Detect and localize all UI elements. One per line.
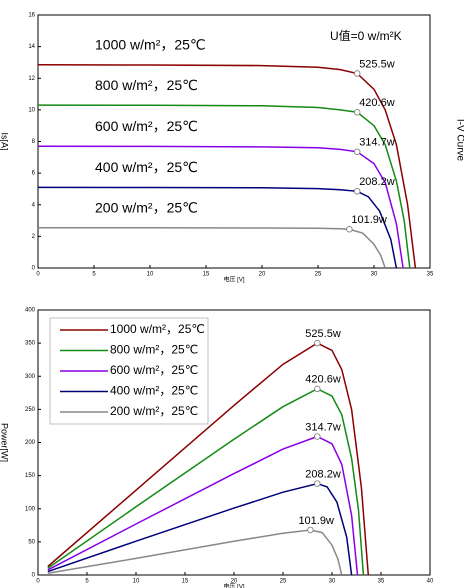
y-tick-label: 14	[28, 44, 35, 50]
series-line	[47, 387, 365, 576]
x-tick-label: 10	[147, 272, 154, 278]
y-tick-label: 4	[32, 202, 36, 208]
x-tick-label: 40	[427, 579, 434, 585]
mpp-marker	[314, 433, 321, 440]
x-tick-label: 0	[36, 272, 40, 278]
y-tick-label: 100	[25, 506, 36, 512]
series-line	[47, 482, 353, 576]
x-tick-label: 30	[329, 579, 336, 585]
series-line	[47, 435, 359, 576]
y-tick-label: 250	[25, 407, 36, 413]
mpp-label: 208.2w	[359, 176, 395, 188]
x-tick-label: 15	[182, 579, 189, 585]
mpp-marker	[314, 339, 321, 347]
x-tick-label: 0	[36, 579, 40, 585]
mpp-marker	[307, 526, 314, 534]
mpp-marker	[314, 385, 321, 393]
y-tick-label: 8	[32, 139, 36, 145]
series-line	[37, 186, 398, 269]
y-tick-label: 2	[32, 234, 36, 240]
legend-label: 800 w/m²，25℃	[110, 343, 198, 357]
x-tick-label: 30	[371, 272, 378, 278]
mpp-marker	[354, 109, 361, 116]
y-tick-label: 300	[25, 374, 36, 380]
mpp-label: 101.9w	[351, 214, 387, 226]
x-tick-label: 25	[280, 579, 287, 585]
x-tick-label: 35	[378, 579, 385, 585]
curve-annotation: 800 w/m²，25℃	[95, 77, 198, 93]
series-line	[37, 145, 404, 269]
y-tick-label: 0	[32, 573, 36, 579]
y-tick-label: 6	[32, 171, 36, 177]
legend-label: 600 w/m²，25℃	[110, 363, 198, 377]
x-tick-label: 20	[259, 272, 266, 278]
x-tick-label: 5	[92, 272, 96, 278]
y-tick-label: 10	[28, 107, 35, 113]
curve-annotation: 200 w/m²，25℃	[95, 199, 198, 215]
x-tick-label: 35	[427, 272, 434, 278]
note: U值=0 w/m²K	[330, 28, 402, 43]
mpp-label: 314.7w	[359, 137, 395, 149]
mpp-label: 525.5w	[359, 58, 395, 70]
series-line	[47, 342, 370, 576]
legend-box	[49, 317, 209, 425]
mpp-label: 314.7w	[305, 421, 341, 433]
y-tick-label: 16	[28, 13, 35, 19]
x-tick-label: 20	[231, 579, 238, 585]
legend-label: 1000 w/m²，25℃	[110, 322, 205, 336]
series-line	[37, 226, 386, 269]
mpp-marker	[346, 226, 353, 233]
mpp-label: 420.6w	[305, 374, 341, 386]
curve-annotation: 400 w/m²，25℃	[95, 159, 198, 175]
legend-label: 400 w/m²，25℃	[110, 384, 198, 398]
series-line	[37, 104, 411, 269]
mpp-marker	[314, 480, 321, 487]
mpp-label: 101.9w	[298, 515, 334, 527]
legend-label: 200 w/m²，25℃	[110, 404, 198, 418]
side-title: I-V Curve	[454, 119, 464, 162]
mpp-label: 525.5w	[305, 328, 341, 340]
y-tick-label: 50	[28, 539, 35, 545]
x-tick-label: 15	[203, 272, 210, 278]
y-tick-label: 200	[25, 440, 36, 446]
x-tick-label: 5	[85, 579, 89, 585]
mpp-marker	[354, 70, 361, 77]
curve-annotation: 1000 w/m²，25℃	[95, 37, 206, 53]
y-tick-label: 12	[28, 76, 35, 82]
mpp-label: 208.2w	[305, 468, 341, 480]
y-tick-label: 350	[25, 341, 36, 347]
x-axis-label: 电压 [V]	[223, 276, 244, 284]
mpp-label: 420.6w	[359, 97, 395, 109]
y-axis-label: Is[A]	[0, 132, 10, 150]
curve-annotation: 600 w/m²，25℃	[95, 118, 198, 134]
y-tick-label: 400	[25, 308, 36, 314]
y-tick-label: 150	[25, 473, 36, 479]
y-axis-label: Power[W]	[0, 423, 10, 462]
x-tick-label: 25	[315, 272, 322, 278]
x-tick-label: 10	[133, 579, 140, 585]
mpp-marker	[354, 188, 361, 195]
y-tick-label: 0	[32, 266, 36, 272]
x-axis-label: 电压 [V]	[223, 583, 244, 588]
mpp-marker	[354, 148, 361, 155]
